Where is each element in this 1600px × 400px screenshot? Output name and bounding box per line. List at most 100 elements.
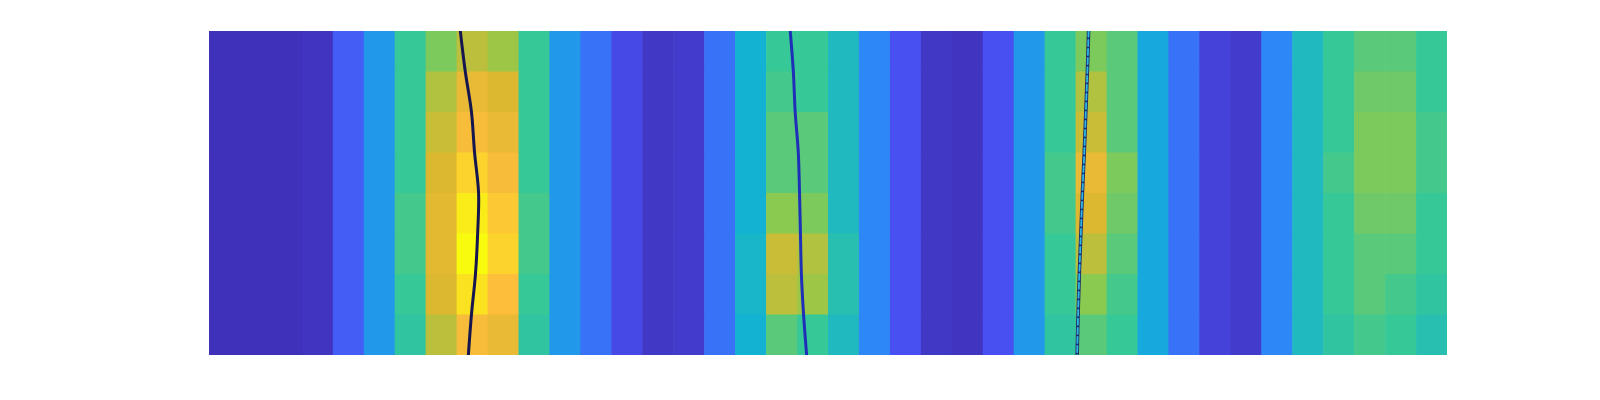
heatmap-cell (1385, 315, 1417, 356)
heatmap-cell (271, 193, 303, 234)
heatmap-cell (488, 315, 520, 356)
heatmap-cell (364, 274, 396, 315)
heatmap-cell (240, 153, 272, 194)
heatmap-cell (642, 112, 674, 153)
heatmap-cell (642, 274, 674, 315)
heatmap-cell (952, 112, 984, 153)
heatmap-cell (1292, 72, 1324, 113)
heatmap-cell (364, 315, 396, 356)
heatmap-cell (395, 72, 427, 113)
heatmap-cell (1199, 153, 1231, 194)
heatmap-cell (983, 112, 1015, 153)
heatmap-cell (580, 31, 612, 72)
heatmap-cell (1416, 72, 1447, 113)
heatmap-cell (333, 193, 365, 234)
heatmap-cell (673, 315, 705, 356)
heatmap-cell (302, 112, 334, 153)
trace-outline (1077, 31, 1088, 355)
heatmap-cell (1168, 72, 1200, 113)
heatmap-cell (828, 31, 860, 72)
heatmap-cell (1354, 31, 1386, 72)
heatmap-cell (302, 72, 334, 113)
heatmap-cell (704, 234, 736, 275)
heatmap-cell (766, 153, 798, 194)
heatmap-cell (271, 315, 303, 356)
heatmap-cell (1045, 193, 1077, 234)
heatmap-cell (1107, 112, 1139, 153)
traces (460, 31, 1088, 355)
heatmap-cell (1354, 72, 1386, 113)
heatmap-cell (580, 72, 612, 113)
heatmap-cell (735, 234, 767, 275)
heatmap-cell (859, 315, 891, 356)
heatmap-cell (1292, 315, 1324, 356)
heatmap-cell (1261, 112, 1293, 153)
heatmap-cell (1292, 234, 1324, 275)
heatmap-cell (1107, 315, 1139, 356)
heatmap-cell (519, 234, 551, 275)
heatmap-cell (611, 274, 643, 315)
heatmap-cell (240, 72, 272, 113)
heatmap-cell (673, 72, 705, 113)
heatmap-cell (1014, 72, 1046, 113)
heatmap-cell (797, 72, 829, 113)
heatmap-cell (1014, 112, 1046, 153)
heatmap-cell (271, 72, 303, 113)
heatmap-cell (1014, 315, 1046, 356)
heatmap-cell (1385, 31, 1417, 72)
heatmap-cell (921, 234, 953, 275)
heatmap-cell (1168, 234, 1200, 275)
heatmap-cell (395, 274, 427, 315)
heatmap-cell (1354, 193, 1386, 234)
heatmap-cell (549, 274, 581, 315)
heatmap-cell (766, 274, 798, 315)
heatmap-cell (395, 112, 427, 153)
heatmap-cell (828, 193, 860, 234)
trace-line (790, 31, 806, 355)
heatmap-cell (271, 153, 303, 194)
heatmap-cell (1230, 193, 1262, 234)
heatmap-cell (1199, 234, 1231, 275)
heatmap-cell (673, 31, 705, 72)
heatmap-cell (426, 112, 458, 153)
heatmap-cell (1261, 31, 1293, 72)
heatmap-cell (302, 31, 334, 72)
heatmap-cell (1138, 31, 1170, 72)
heatmap-cell (611, 234, 643, 275)
heatmap-cell (1323, 234, 1355, 275)
heatmap-cell (240, 234, 272, 275)
heatmap-cell (1230, 153, 1262, 194)
heatmap-cell (952, 72, 984, 113)
heatmap-cell (271, 112, 303, 153)
heatmap-cell (1107, 193, 1139, 234)
heatmap-cell (1045, 31, 1077, 72)
heatmap-cell (1107, 274, 1139, 315)
heatmap-cell (395, 315, 427, 356)
heatmap-cell (704, 193, 736, 234)
heatmap-cell (673, 234, 705, 275)
heatmap-cell (333, 31, 365, 72)
heatmap-cell (1014, 234, 1046, 275)
heatmap-cell (1138, 274, 1170, 315)
heatmap-cell (395, 234, 427, 275)
heatmap-cell (1076, 112, 1108, 153)
heatmap-cell (735, 193, 767, 234)
heatmap-cell (921, 315, 953, 356)
heatmap-cell (426, 274, 458, 315)
heatmap-cell (766, 315, 798, 356)
heatmap-cell (704, 315, 736, 356)
heatmap-cell (1416, 31, 1447, 72)
heatmap-cell (1292, 153, 1324, 194)
heatmap-cell (983, 193, 1015, 234)
heatmap-cell (395, 193, 427, 234)
chart (0, 0, 1600, 400)
heatmap-cell (1168, 153, 1200, 194)
heatmap-cell (797, 153, 829, 194)
heatmap-cell (1323, 315, 1355, 356)
heatmap-cell (1261, 72, 1293, 113)
heatmap-cell (1138, 234, 1170, 275)
trace-line (1077, 31, 1088, 355)
heatmap-cell (302, 153, 334, 194)
heatmap-cell (611, 72, 643, 113)
heatmap-cell (457, 234, 489, 275)
